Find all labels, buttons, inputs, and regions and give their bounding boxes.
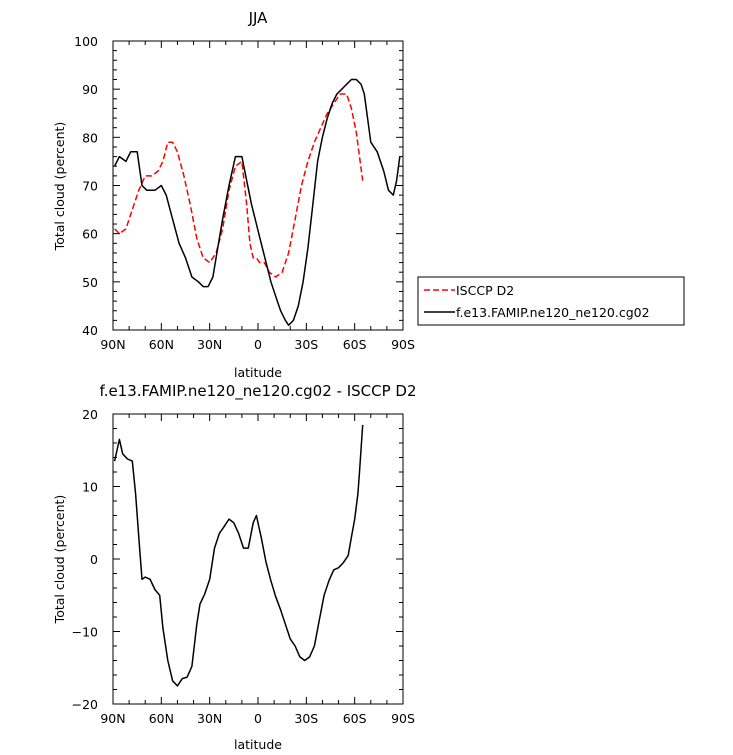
x-tick-label: 0: [254, 711, 262, 726]
bottom-panel-y-axis-label: Total cloud (percent): [52, 495, 67, 625]
difference-line: [113, 424, 364, 687]
top-panel-series: [113, 78, 401, 326]
y-tick-label: 60: [82, 227, 98, 242]
bottom-panel: f.e13.FAMIP.ne120_ne120.cg02 - ISCCP D2 …: [52, 382, 417, 752]
x-tick-label: 30N: [197, 711, 222, 726]
x-tick-label: 90S: [391, 337, 415, 352]
model-line: [113, 78, 401, 326]
legend-label-model: f.e13.FAMIP.ne120_ne120.cg02: [456, 305, 650, 320]
top-panel-tick-labels: 90N 60N 30N 0 30S 60S 90S 40 50 60 70 80 90 100: [74, 34, 415, 352]
y-tick-label: 90: [82, 82, 98, 97]
legend: ISCCP D2 f.e13.FAMIP.ne120_ne120.cg02: [417, 276, 685, 326]
legend-box: [417, 276, 685, 326]
y-tick-label: −10: [72, 625, 98, 640]
y-tick-label: 10: [82, 480, 98, 495]
x-tick-label: 60N: [149, 337, 174, 352]
x-tick-label: 90N: [100, 337, 125, 352]
y-tick-label: 50: [82, 275, 98, 290]
x-tick-label: 30S: [294, 711, 318, 726]
x-tick-label: 90S: [391, 711, 415, 726]
legend-label-isccp: ISCCP D2: [456, 283, 514, 298]
x-tick-label: 30S: [294, 337, 318, 352]
y-tick-label: −20: [72, 697, 98, 712]
top-panel-y-axis-label: Total cloud (percent): [52, 122, 67, 252]
top-panel: JJA Total cloud (percent) latitude 90N 60…: [52, 9, 685, 380]
top-panel-frame: [112, 40, 404, 331]
y-tick-label: 80: [82, 130, 98, 145]
top-panel-title: JJA: [248, 9, 269, 27]
bottom-panel-frame: [112, 413, 404, 705]
x-tick-label: 30N: [197, 337, 222, 352]
bottom-panel-series: [113, 424, 364, 687]
bottom-panel-tick-labels: 90N 60N 30N 0 30S 60S 90S −20 −10 0 10 20: [72, 407, 415, 726]
x-tick-label: 60N: [149, 711, 174, 726]
isccp-d2-line: [114, 93, 364, 278]
bottom-panel-title: f.e13.FAMIP.ne120_ne120.cg02 - ISCCP D2: [100, 382, 417, 401]
y-tick-label: 40: [82, 323, 98, 338]
y-tick-label: 20: [82, 407, 98, 422]
x-tick-label: 60S: [343, 711, 367, 726]
bottom-panel-ticks: [112, 413, 404, 705]
y-tick-label: 0: [90, 552, 98, 567]
y-tick-label: 100: [74, 34, 98, 49]
x-tick-label: 0: [254, 337, 262, 352]
y-tick-label: 70: [82, 179, 98, 194]
top-panel-ticks: [112, 40, 404, 331]
bottom-panel-x-axis-label: latitude: [234, 737, 282, 752]
top-panel-x-axis-label: latitude: [234, 365, 282, 380]
x-tick-label: 90N: [100, 711, 125, 726]
x-tick-label: 60S: [343, 337, 367, 352]
